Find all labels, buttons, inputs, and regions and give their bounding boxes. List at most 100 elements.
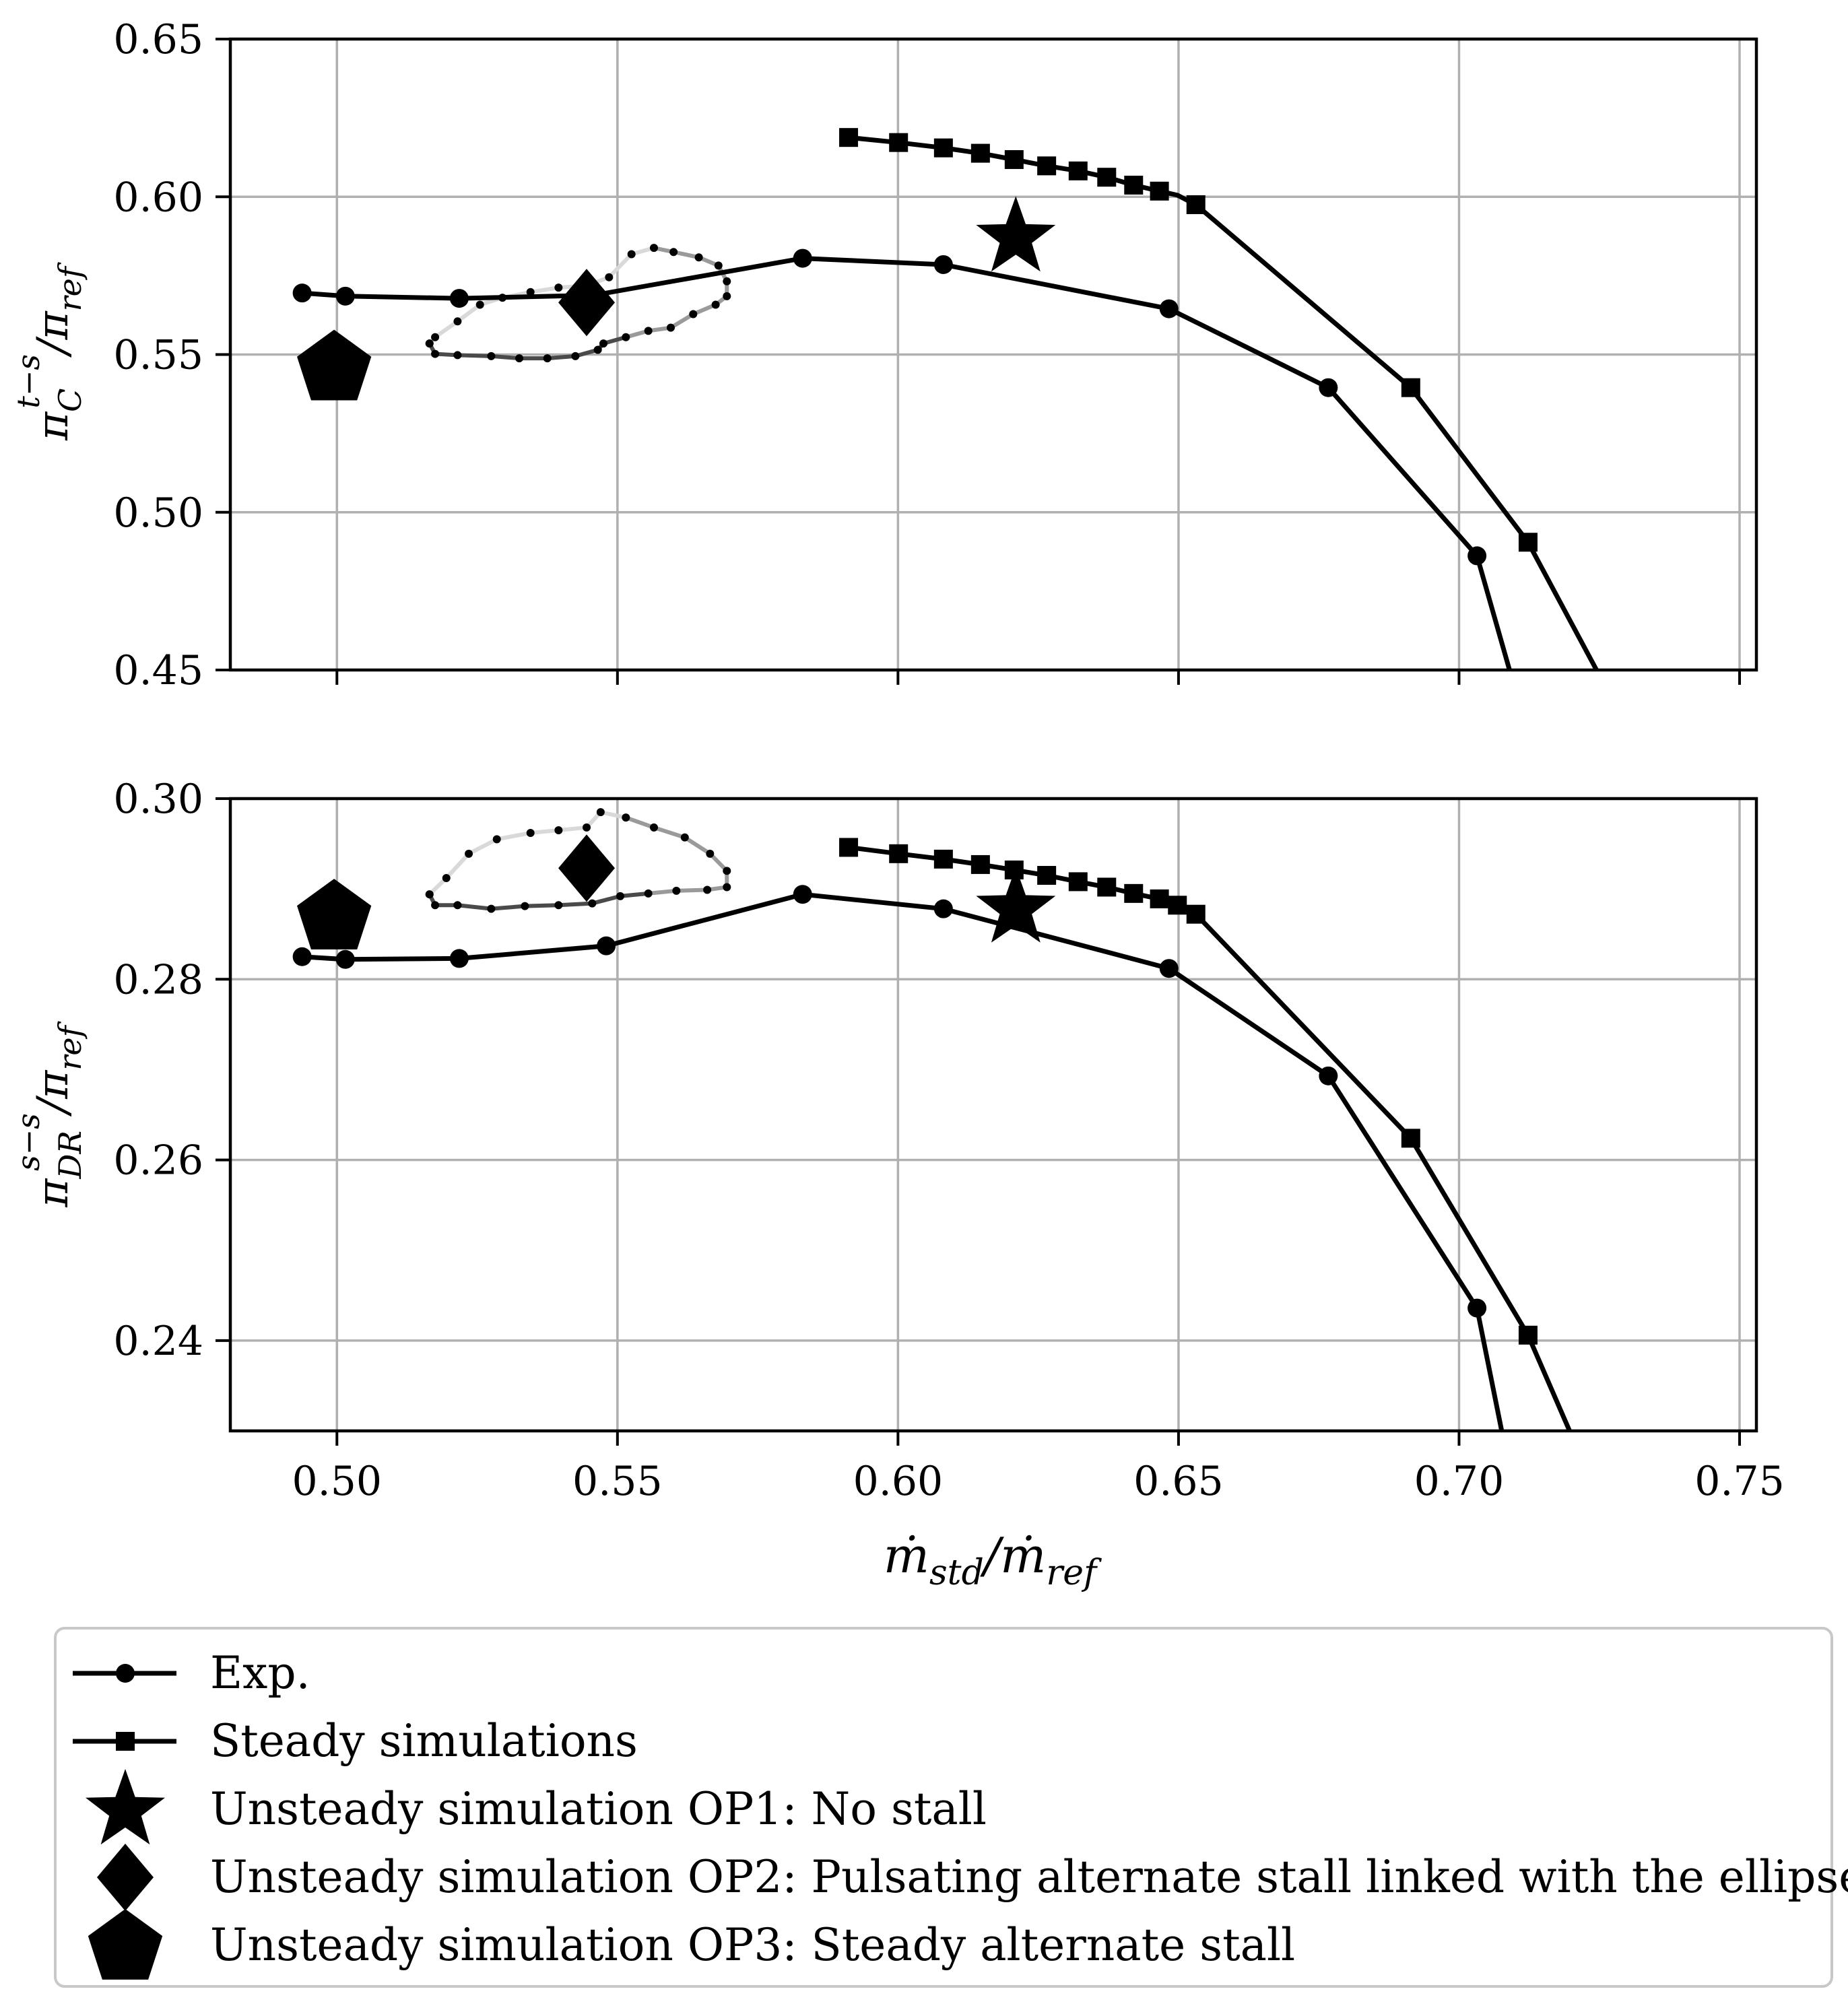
bottom-steady-point [1068, 872, 1088, 892]
legend-label: Unsteady simulation OP1: No stall [210, 1783, 987, 1835]
top-ellipse-segment [671, 250, 701, 260]
x-tick-label: 0.75 [1694, 1458, 1785, 1505]
legend-star-icon [86, 1769, 165, 1845]
top-unsteady-points [297, 196, 1056, 401]
top-ellipse-trajectory [425, 244, 731, 363]
x-tick-label: 0.55 [572, 1458, 663, 1505]
top-ellipse-dot [543, 354, 552, 363]
top-ellipse-dot [666, 323, 675, 332]
bottom-exp-point [335, 949, 355, 969]
top-ellipse-segment [455, 302, 482, 324]
bottom-exp-point [1319, 1066, 1338, 1085]
x-axis-label: ṁstd/ṁref [884, 1527, 1102, 1593]
bottom-op-pentagon-marker [297, 879, 372, 949]
bottom-ylabel-rest: /π [28, 1070, 78, 1118]
bottom-y-axis-label: πDRs−s/πref [10, 1021, 88, 1207]
top-ellipse-dot [526, 288, 535, 296]
top-ellipse-dot [431, 349, 440, 358]
top-steady-point [1004, 149, 1024, 169]
bottom-ellipse-segment [455, 903, 494, 911]
top-ellipse-dot [669, 248, 678, 257]
bottom-exp-line [302, 892, 1505, 1432]
top-ellipse-dot [694, 253, 703, 262]
top-ellipse-dot [599, 339, 608, 348]
top-ylabel-sub: C [52, 389, 88, 412]
top-y-tick-label: 0.50 [113, 490, 203, 537]
top-ellipse-segment [668, 312, 696, 330]
bottom-ellipse-dot [431, 901, 440, 910]
top-ellipse-dot [723, 292, 731, 300]
bottom-steady-point [1401, 1129, 1420, 1148]
bottom-ylabel-sup: s−s [10, 1113, 46, 1171]
bottom-steady-point [1186, 904, 1206, 924]
top-ellipse-dot [487, 351, 496, 360]
bottom-exp-point [933, 899, 953, 918]
xlabel-a-sub: std [929, 1553, 984, 1593]
top-ylabel-rest-sub: ref [52, 262, 88, 311]
bottom-ellipse-dot [622, 813, 630, 822]
top-y-tick-label: 0.60 [113, 174, 203, 221]
bottom-y-tick-label: 0.30 [113, 776, 203, 823]
bottom-steady-point [1518, 1325, 1538, 1345]
top-exp-point [292, 283, 312, 303]
x-tick-label: 0.60 [853, 1458, 944, 1505]
top-ellipse-dot [622, 333, 630, 341]
bottom-ellipse-dot [616, 892, 624, 900]
top-steady-point [889, 133, 909, 152]
bottom-ylabel-base: π [28, 1178, 78, 1208]
top-ellipse-segment [545, 354, 578, 361]
bottom-steady-point [933, 849, 953, 869]
top-ellipse-segment [691, 302, 718, 316]
bottom-exp-point [793, 885, 812, 904]
bottom-ellipse-dot [706, 849, 715, 858]
legend-label: Unsteady simulation OP2: Pulsating alter… [210, 1851, 1848, 1903]
xlabel-b-sub: ref [1046, 1553, 1102, 1593]
top-ellipse-dot [475, 300, 484, 309]
legend-square-icon [116, 1732, 135, 1751]
top-ellipse-dot [714, 261, 723, 270]
bottom-steady-point [1097, 877, 1117, 897]
legend-label: Steady simulations [210, 1715, 638, 1767]
bottom-ellipse-dot [465, 849, 473, 858]
bottom-steady-point [970, 854, 990, 874]
bottom-ellipse-dot [583, 823, 591, 832]
top-ellipse-segment [455, 353, 494, 358]
bottom-ellipse-dot [723, 867, 731, 875]
top-y-tick-label: 0.65 [113, 16, 203, 63]
top-ellipse-dot [453, 351, 462, 360]
bottom-steady-point [839, 838, 859, 857]
xlabel-mid: /ṁ [980, 1527, 1047, 1584]
top-steady-point [1401, 378, 1420, 397]
legend-label: Exp. [210, 1647, 310, 1699]
bottom-exp-point [1159, 959, 1179, 978]
xlabel-a: ṁ [884, 1527, 929, 1584]
bottom-steady-point [1037, 866, 1057, 885]
top-y-tick-label: 0.45 [113, 647, 203, 694]
top-ylabel-base: π [28, 411, 78, 441]
top-ellipse-segment [528, 286, 561, 294]
bottom-steady-point [1150, 889, 1169, 908]
bottom-y-tick-label: 0.26 [113, 1137, 203, 1184]
bottom-ellipse-dot [526, 828, 535, 837]
top-exp-point [1159, 299, 1179, 318]
bottom-ellipse-trajectory [425, 808, 731, 913]
bottom-ellipse-dot [453, 901, 462, 910]
bottom-exp-point [292, 947, 312, 966]
top-ellipse-dot [571, 351, 580, 360]
bottom-exp-point [597, 936, 616, 955]
top-ellipse-dot [554, 283, 563, 292]
bottom-ellipse-dot [425, 890, 434, 899]
bottom-ellipse-segment [444, 851, 471, 881]
top-y-tick-label: 0.55 [113, 332, 203, 379]
top-ellipse-dot [644, 327, 653, 335]
bottom-ellipse-segment [467, 837, 499, 856]
bottom-ellipse-dot [492, 835, 501, 844]
top-exp-line [302, 256, 1512, 671]
top-ellipse-dot [627, 250, 636, 259]
legend-diamond-icon [97, 1844, 154, 1911]
top-ellipse-dot [593, 345, 602, 354]
bottom-y-tick-label: 0.28 [113, 956, 203, 1003]
top-exp-point [335, 286, 355, 306]
top-ellipse-segment [489, 354, 522, 361]
legend-label: Unsteady simulation OP3: Steady alternat… [210, 1919, 1295, 1971]
